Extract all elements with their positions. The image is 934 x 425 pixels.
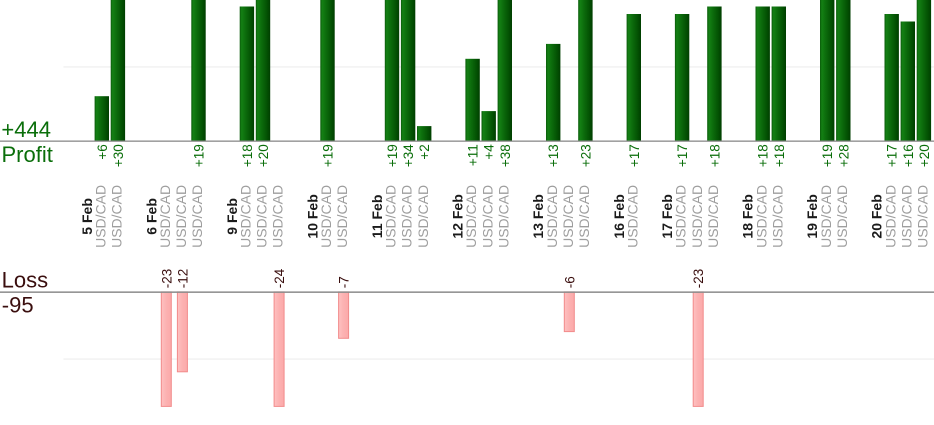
svg-text:USD/CAD: USD/CAD [92,185,108,248]
svg-text:USD/CAD: USD/CAD [673,185,689,248]
svg-text:USD/CAD: USD/CAD [415,185,431,248]
svg-text:+13: +13 [546,144,561,167]
svg-text:USD/CAD: USD/CAD [238,185,254,248]
svg-text:+19: +19 [321,144,336,167]
svg-text:+2: +2 [417,144,432,159]
svg-text:+17: +17 [627,144,642,167]
svg-text:USD/CAD: USD/CAD [544,185,560,248]
svg-text:-23: -23 [159,269,174,289]
svg-text:+28: +28 [836,144,851,167]
svg-text:USD/CAD: USD/CAD [705,185,721,248]
svg-text:Profit: Profit [2,142,53,167]
svg-text:+11: +11 [466,144,481,166]
svg-text:USD/CAD: USD/CAD [157,185,173,248]
svg-text:+30: +30 [111,144,126,167]
svg-text:USD/CAD: USD/CAD [495,185,511,248]
svg-text:USD/CAD: USD/CAD [769,185,785,248]
svg-text:USD/CAD: USD/CAD [898,185,914,248]
svg-text:USD/CAD: USD/CAD [915,185,931,248]
svg-text:-12: -12 [175,269,190,289]
svg-text:Loss: Loss [2,267,48,292]
svg-text:+18: +18 [772,144,787,167]
svg-text:USD/CAD: USD/CAD [818,185,834,248]
svg-text:+18: +18 [240,144,255,167]
svg-text:-6: -6 [562,276,577,288]
svg-text:+17: +17 [675,144,690,167]
svg-text:+18: +18 [756,144,771,167]
svg-text:-7: -7 [337,276,352,288]
svg-text:-23: -23 [691,269,706,289]
svg-text:USD/CAD: USD/CAD [834,185,850,248]
svg-text:USD/CAD: USD/CAD [576,185,592,248]
svg-text:+34: +34 [401,144,416,167]
svg-text:+20: +20 [256,144,271,167]
svg-text:+23: +23 [578,144,593,167]
svg-text:USD/CAD: USD/CAD [383,185,399,248]
svg-text:+16: +16 [901,144,916,167]
svg-text:USD/CAD: USD/CAD [334,185,350,248]
svg-text:-24: -24 [272,268,287,288]
svg-text:USD/CAD: USD/CAD [882,185,898,248]
svg-text:+38: +38 [498,144,513,167]
svg-text:USD/CAD: USD/CAD [753,185,769,248]
svg-text:USD/CAD: USD/CAD [189,185,205,248]
svg-text:USD/CAD: USD/CAD [109,185,125,248]
svg-text:USD/CAD: USD/CAD [399,185,415,248]
svg-text:USD/CAD: USD/CAD [479,185,495,248]
svg-text:+6: +6 [95,144,110,159]
svg-text:+19: +19 [385,144,400,167]
svg-text:USD/CAD: USD/CAD [689,185,705,248]
svg-text:+444: +444 [1,117,51,142]
svg-text:USD/CAD: USD/CAD [173,185,189,248]
svg-text:USD/CAD: USD/CAD [318,185,334,248]
svg-text:USD/CAD: USD/CAD [270,185,286,248]
svg-text:+20: +20 [917,144,932,167]
svg-text:USD/CAD: USD/CAD [560,185,576,248]
svg-text:+18: +18 [707,144,722,167]
svg-text:+4: +4 [482,144,497,160]
svg-text:-95: -95 [2,292,34,317]
svg-text:+19: +19 [820,144,835,167]
svg-text:+19: +19 [192,144,207,167]
svg-text:USD/CAD: USD/CAD [624,185,640,248]
svg-text:USD/CAD: USD/CAD [254,185,270,248]
svg-text:USD/CAD: USD/CAD [463,185,479,248]
svg-text:+17: +17 [885,144,900,167]
